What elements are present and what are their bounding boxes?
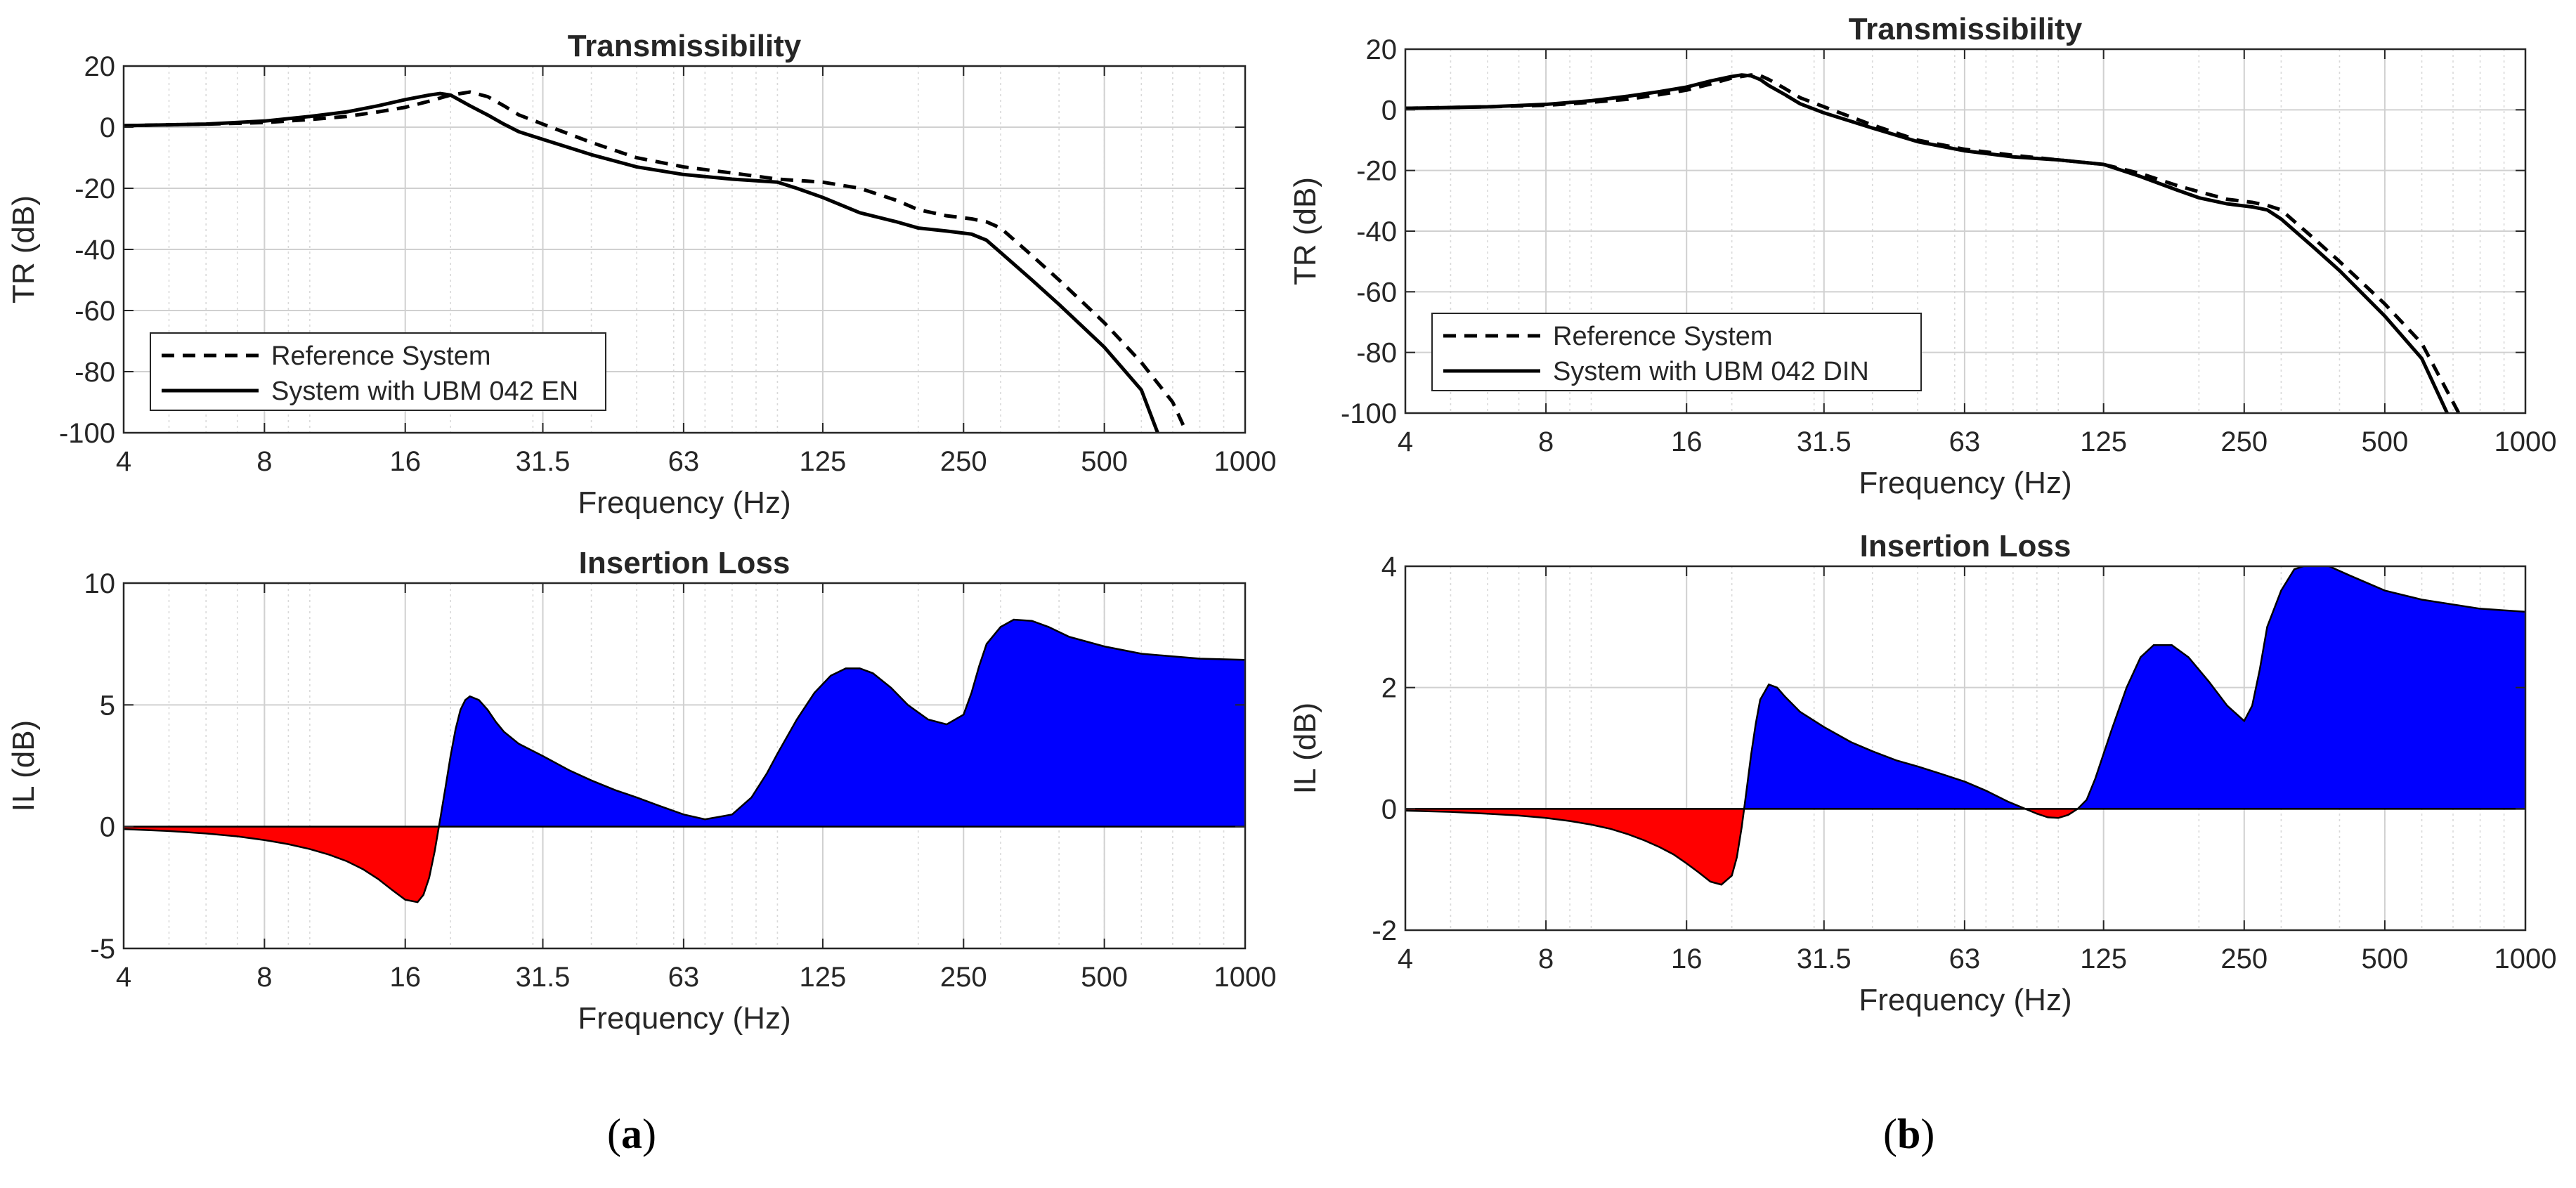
y-tick-label: 20: [84, 51, 116, 82]
ubm-system-line: [124, 91, 1159, 433]
x-tick-label: 1000: [1214, 962, 1277, 993]
y-tick-label: 2: [1381, 673, 1397, 704]
insertion-loss-line: [1405, 566, 2525, 886]
ubm-system-line: [1405, 73, 2449, 413]
y-axis-label: TR (dB): [1288, 177, 1322, 285]
area-negative: [124, 826, 1245, 903]
y-tick-label: -80: [74, 357, 115, 388]
y-axis-label: IL (dB): [6, 720, 41, 811]
y-tick-label: -40: [74, 235, 115, 266]
y-tick-label: 5: [100, 690, 115, 721]
x-axis-label: Frequency (Hz): [1859, 983, 2071, 1017]
x-tick-label: 4: [116, 962, 131, 993]
legend-label-ubm: System with UBM 042 DIN: [1553, 357, 1869, 386]
chart-title: Insertion Loss: [1860, 529, 2071, 563]
y-axis-label: IL (dB): [1288, 703, 1322, 794]
x-tick-label: 8: [1538, 426, 1554, 457]
x-tick-label: 31.5: [1797, 944, 1852, 974]
y-tick-label: -60: [74, 296, 115, 327]
chart-b_il: 4 8 16 31.5 63 125 250 500 1000 -2 0 2 4 Insertion Lo…: [1288, 529, 2556, 1017]
x-tick-label: 250: [2220, 426, 2268, 457]
x-tick-label: 1000: [2494, 426, 2557, 457]
y-tick-label: -40: [1356, 216, 1397, 247]
y-tick-label: 0: [100, 112, 115, 143]
y-tick-label: -60: [1356, 277, 1397, 308]
x-tick-label: 16: [389, 962, 421, 993]
legend: Reference System System with UBM 042 EN: [150, 332, 606, 411]
y-tick-label: -5: [90, 934, 115, 965]
y-tick-label: -20: [74, 174, 115, 204]
x-tick-label: 500: [1081, 446, 1128, 477]
x-tick-label: 16: [389, 446, 421, 477]
reference-system-line: [124, 90, 1189, 433]
x-axis-label: Frequency (Hz): [1859, 466, 2071, 500]
x-tick-label: 16: [1671, 426, 1703, 457]
legend-label-ubm: System with UBM 042 EN: [271, 377, 578, 406]
x-tick-label: 63: [668, 446, 700, 477]
x-tick-label: 8: [256, 446, 272, 477]
x-tick-label: 4: [1398, 426, 1413, 457]
y-tick-label: 20: [1366, 34, 1398, 65]
y-axis-label: TR (dB): [6, 195, 41, 303]
x-tick-label: 16: [1671, 944, 1703, 974]
y-tick-label: -80: [1356, 338, 1397, 369]
x-tick-label: 125: [800, 962, 847, 993]
panel-label-b: (b): [1883, 1111, 1935, 1157]
chart-title: Transmissibility: [568, 29, 802, 63]
x-tick-label: 125: [2080, 944, 2127, 974]
x-axis-label: Frequency (Hz): [578, 1001, 791, 1036]
y-tick-label: -20: [1356, 156, 1397, 187]
x-tick-label: 31.5: [516, 962, 571, 993]
y-tick-label: 0: [1381, 95, 1397, 126]
x-tick-label: 8: [256, 962, 272, 993]
x-tick-label: 63: [1949, 944, 1981, 974]
x-tick-label: 4: [116, 446, 131, 477]
y-tick-label: -100: [59, 418, 115, 449]
x-tick-label: 63: [668, 962, 700, 993]
x-tick-label: 31.5: [516, 446, 571, 477]
chart-title: Insertion Loss: [579, 546, 791, 580]
x-tick-label: 1000: [1214, 446, 1277, 477]
legend-label-reference: Reference System: [1553, 322, 1773, 351]
x-tick-label: 8: [1538, 944, 1554, 974]
legend: Reference System System with UBM 042 DIN: [1431, 313, 1922, 391]
y-tick-label: 10: [84, 568, 116, 599]
x-tick-label: 500: [1081, 962, 1128, 993]
y-tick-label: -100: [1341, 398, 1397, 429]
x-tick-label: 1000: [2494, 944, 2557, 974]
x-tick-label: 250: [940, 962, 987, 993]
chart-title: Transmissibility: [1849, 12, 2083, 46]
y-tick-label: 4: [1381, 551, 1397, 582]
x-tick-label: 31.5: [1797, 426, 1852, 457]
y-tick-label: 0: [100, 812, 115, 843]
x-tick-label: 500: [2362, 426, 2409, 457]
chart-a_il: 4 8 16 31.5 63 125 250 500 1000 -5 0 5 10 Insertion L…: [6, 546, 1276, 1036]
insertion-loss-line: [124, 618, 1245, 903]
legend-label-reference: Reference System: [271, 341, 491, 371]
chart-b_tr: 4 8 16 31.5 63 125 250 500 1000 -100 -80 -60 -40 -20 0…: [1288, 12, 2556, 500]
x-tick-label: 250: [940, 446, 987, 477]
axes-frame: [1404, 565, 2527, 932]
x-tick-label: 4: [1398, 944, 1413, 974]
x-tick-label: 125: [2080, 426, 2127, 457]
legend-box: [1431, 313, 1922, 391]
y-tick-label: 0: [1381, 794, 1397, 825]
legend-box: [150, 332, 606, 411]
x-tick-label: 500: [2362, 944, 2409, 974]
axes-frame: [122, 582, 1247, 950]
panel-label-a: (a): [607, 1111, 656, 1157]
area-positive: [438, 620, 1245, 827]
y-tick-label: -2: [1372, 915, 1397, 946]
chart-a_tr: 4 8 16 31.5 63 125 250 500 1000 -100 -80 -60 -40 -20 0…: [6, 29, 1276, 520]
area-positive: [1405, 566, 2525, 809]
x-tick-label: 250: [2220, 944, 2268, 974]
x-axis-label: Frequency (Hz): [578, 485, 791, 520]
x-tick-label: 125: [800, 446, 847, 477]
x-tick-label: 63: [1949, 426, 1981, 457]
